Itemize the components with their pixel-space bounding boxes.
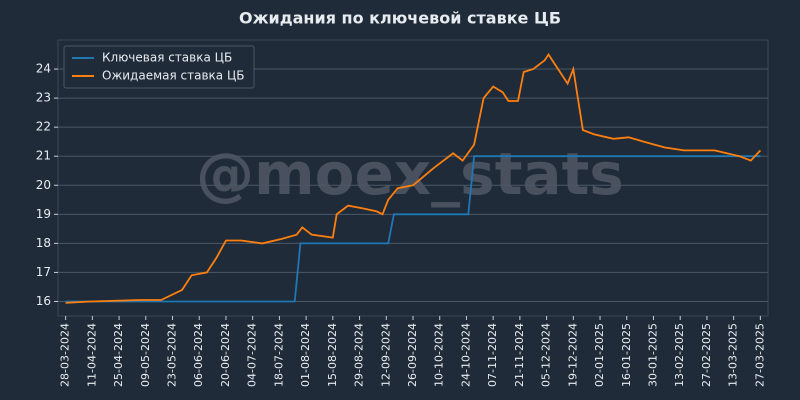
x-tick-label: 13-02-2025	[673, 323, 686, 387]
y-tick-label: 24	[36, 62, 51, 76]
x-tick-label: 21-11-2024	[513, 323, 526, 387]
x-tick-label: 01-08-2024	[299, 323, 312, 387]
x-tick-label: 12-09-2024	[379, 323, 392, 387]
y-tick-label: 16	[36, 294, 51, 308]
x-tick-label: 30-01-2025	[646, 323, 659, 387]
legend-box	[63, 45, 255, 89]
x-tick-label: 27-03-2025	[753, 323, 766, 387]
x-tick-label: 16-01-2025	[620, 323, 633, 387]
x-tick-label: 23-05-2024	[166, 323, 179, 387]
x-tick-label: 06-06-2024	[192, 323, 205, 387]
x-tick-label: 26-09-2024	[406, 323, 419, 387]
x-tick-label: 07-11-2024	[486, 323, 499, 387]
y-tick-label: 23	[36, 91, 51, 105]
x-tick-label: 15-08-2024	[326, 323, 339, 387]
y-tick-label: 19	[36, 207, 51, 221]
x-tick-label: 05-12-2024	[540, 323, 553, 387]
chart-title: Ожидания по ключевой ставке ЦБ	[239, 9, 561, 28]
x-tick-label: 29-08-2024	[353, 323, 366, 387]
line	[65, 52, 762, 304]
x-tick-label: 27-02-2025	[700, 323, 713, 387]
legend-label: Ключевая ставка ЦБ	[102, 51, 232, 65]
legend-label: Ожидаемая ставка ЦБ	[102, 69, 245, 83]
x-tick-label: 04-07-2024	[246, 323, 259, 387]
x-tick-label: 11-04-2024	[85, 323, 98, 387]
x-tick-label: 13-03-2025	[727, 323, 740, 387]
x-tick-label: 18-07-2024	[272, 323, 285, 387]
x-tick-label: 24-10-2024	[459, 323, 472, 387]
y-tick-label: 18	[36, 236, 51, 250]
watermark: @moex_stats	[196, 140, 624, 208]
x-tick-label: 25-04-2024	[112, 323, 125, 387]
y-tick-label: 20	[36, 178, 51, 192]
x-tick-label: 02-01-2025	[593, 323, 606, 387]
x-tick-label: 20-06-2024	[219, 323, 232, 387]
y-tick-label: 21	[36, 149, 51, 163]
x-tick-label: 28-03-2024	[59, 323, 72, 387]
y-tick-label: 17	[36, 265, 51, 279]
line	[65, 155, 761, 303]
y-tick-label: 22	[36, 120, 51, 134]
x-tick-label: 09-05-2024	[139, 323, 152, 387]
x-tick-label: 10-10-2024	[433, 323, 446, 387]
x-tick-label: 19-12-2024	[566, 323, 579, 387]
